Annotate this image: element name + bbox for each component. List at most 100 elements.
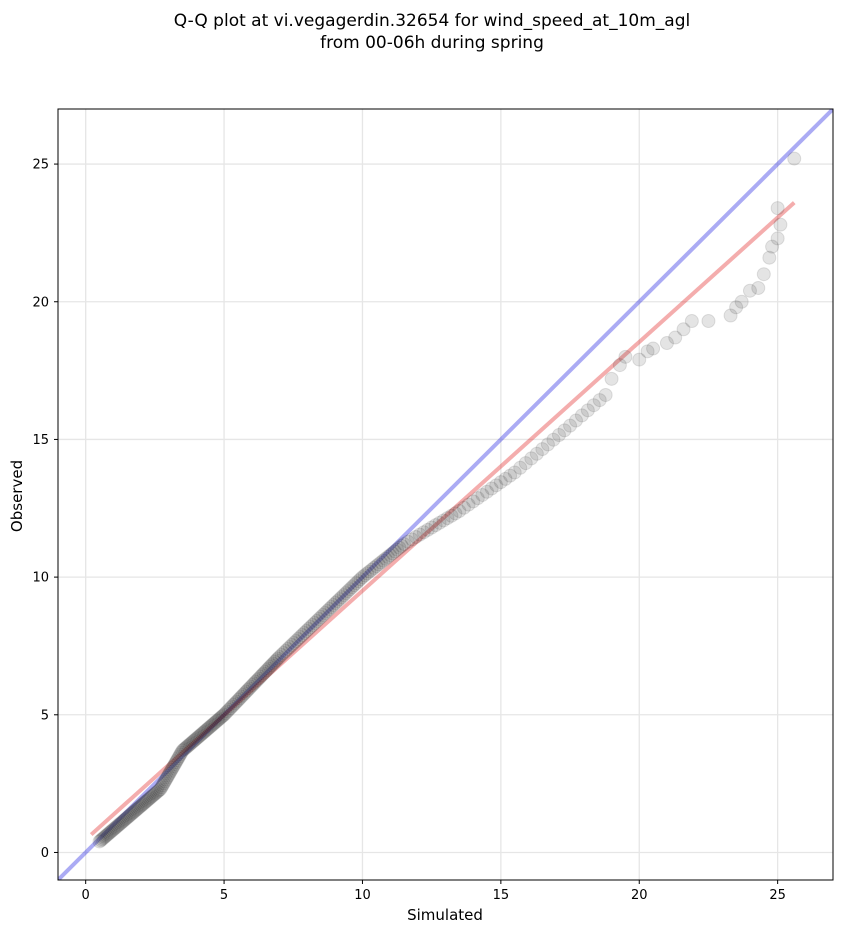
data-point: [149, 785, 164, 800]
data-point: [338, 586, 353, 601]
chart-title-line-2: from 00-06h during spring: [320, 33, 544, 53]
data-point: [199, 723, 214, 738]
data-point: [237, 686, 252, 701]
data-point: [229, 694, 244, 709]
data-point: [217, 707, 232, 722]
data-point: [261, 661, 276, 676]
data-point: [174, 745, 189, 760]
data-point: [162, 766, 177, 781]
data-point: [369, 559, 384, 574]
axis-ticks: 0 5 10 15 20 25 0 5 10 15 20 25: [32, 158, 785, 903]
data-point: [190, 730, 205, 745]
data-point: [440, 511, 455, 526]
data-point: [351, 574, 366, 589]
data-point: [299, 624, 314, 639]
data-point: [188, 732, 203, 747]
data-point: [762, 250, 777, 265]
data-point: [131, 800, 146, 815]
data-point: [161, 768, 176, 783]
data-point: [448, 506, 463, 521]
data-point: [214, 710, 229, 725]
data-point: [231, 692, 246, 707]
y-tick-label: 0: [41, 846, 49, 861]
data-point: [580, 403, 595, 418]
data-point: [307, 616, 322, 631]
data-point: [107, 821, 122, 836]
data-point: [529, 446, 544, 461]
data-point: [133, 799, 148, 814]
data-point: [444, 508, 459, 523]
data-point: [103, 825, 118, 840]
data-point: [183, 736, 198, 751]
data-point: [182, 737, 197, 752]
data-point: [171, 751, 186, 766]
data-point: [503, 468, 518, 483]
data-point: [276, 645, 291, 660]
data-point: [224, 699, 239, 714]
data-point: [347, 578, 362, 593]
data-point: [172, 749, 187, 764]
data-point: [253, 669, 268, 684]
data-point: [123, 807, 138, 822]
data-point: [192, 729, 207, 744]
data-point: [165, 760, 180, 775]
data-point: [598, 387, 613, 402]
data-point: [210, 713, 225, 728]
data-point: [97, 829, 112, 844]
data-point: [208, 714, 223, 729]
data-point: [723, 308, 738, 323]
data-point: [108, 820, 123, 835]
data-point: [135, 797, 150, 812]
data-point: [160, 770, 175, 785]
data-point: [189, 731, 204, 746]
data-point: [137, 796, 152, 811]
data-point: [432, 515, 447, 530]
data-point: [551, 428, 566, 443]
data-point: [507, 465, 522, 480]
data-point: [153, 782, 168, 797]
data-point: [185, 735, 200, 750]
data-point: [328, 596, 343, 611]
data-point: [343, 582, 358, 597]
data-point: [106, 822, 121, 837]
data-point: [404, 532, 419, 547]
data-point: [134, 798, 149, 813]
data-point: [376, 553, 391, 568]
data-point: [394, 538, 409, 553]
data-point: [355, 570, 370, 585]
data-point: [322, 602, 337, 617]
fit-line: [89, 201, 796, 837]
data-point: [396, 537, 411, 552]
data-point: [245, 678, 260, 693]
data-point: [266, 656, 281, 671]
data-point: [114, 815, 129, 830]
data-point: [130, 801, 145, 816]
data-point: [243, 679, 258, 694]
data-point: [387, 544, 402, 559]
data-point: [201, 720, 216, 735]
data-point: [146, 787, 161, 802]
data-point: [258, 664, 273, 679]
data-point: [211, 712, 226, 727]
x-tick-label: 25: [769, 888, 786, 903]
data-point: [175, 743, 190, 758]
data-point: [92, 834, 107, 849]
data-point: [256, 666, 271, 681]
data-point: [360, 566, 375, 581]
data-point: [320, 604, 335, 619]
grid: [58, 109, 833, 880]
data-point: [326, 598, 341, 613]
x-tick-label: 5: [220, 888, 228, 903]
data-point: [303, 620, 318, 635]
data-point: [646, 341, 661, 356]
data-point: [154, 780, 169, 795]
data-point: [176, 742, 191, 757]
data-point: [475, 487, 490, 502]
data-point: [129, 803, 144, 818]
data-point: [141, 792, 156, 807]
data-point: [223, 701, 238, 716]
data-point: [251, 671, 266, 686]
data-point: [756, 267, 771, 282]
data-point: [204, 718, 219, 733]
